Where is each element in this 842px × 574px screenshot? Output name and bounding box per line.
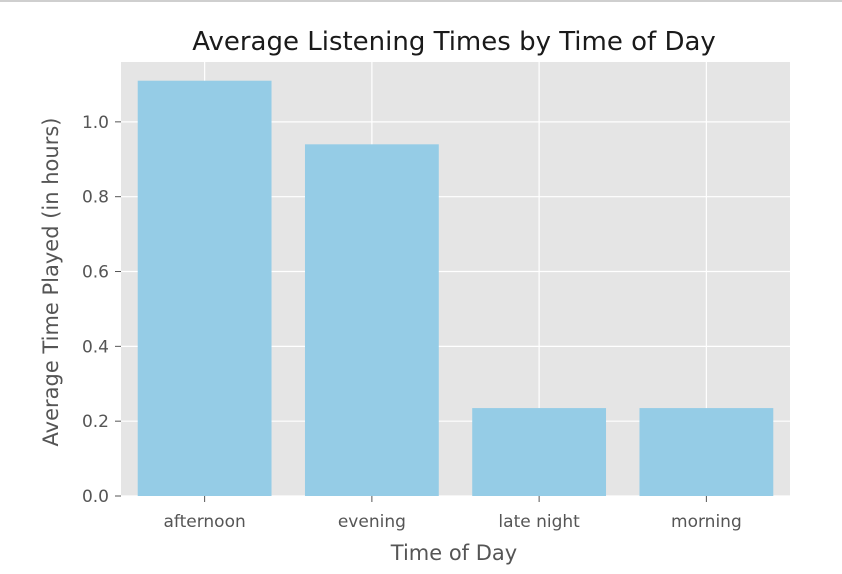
chart-title: Average Listening Times by Time of Day	[192, 27, 716, 57]
y-tick-label: 0.2	[82, 412, 109, 432]
y-axis-label: Average Time Played (in hours)	[39, 118, 63, 447]
y-tick-label: 0.6	[82, 263, 109, 283]
y-axis-ticks: 0.0 0.2 0.4 0.6 0.8 1.0	[82, 113, 121, 507]
y-tick-label: 1.0	[82, 113, 109, 133]
x-axis-label: Time of Day	[390, 541, 517, 565]
bar-late-night	[472, 408, 607, 496]
bar-morning	[639, 408, 774, 496]
y-tick-label: 0.0	[82, 487, 109, 507]
x-axis-ticks: afternoon evening late night morning	[163, 496, 742, 532]
y-tick-label: 0.8	[82, 188, 109, 208]
y-tick-label: 0.4	[82, 337, 109, 357]
bar-afternoon	[137, 80, 272, 496]
bars	[137, 80, 774, 496]
x-tick-label: evening	[338, 512, 406, 532]
x-tick-label: afternoon	[163, 512, 245, 532]
top-divider	[0, 0, 842, 2]
bar-evening	[304, 144, 439, 496]
x-tick-label: late night	[498, 512, 580, 532]
x-tick-label: morning	[671, 512, 742, 532]
